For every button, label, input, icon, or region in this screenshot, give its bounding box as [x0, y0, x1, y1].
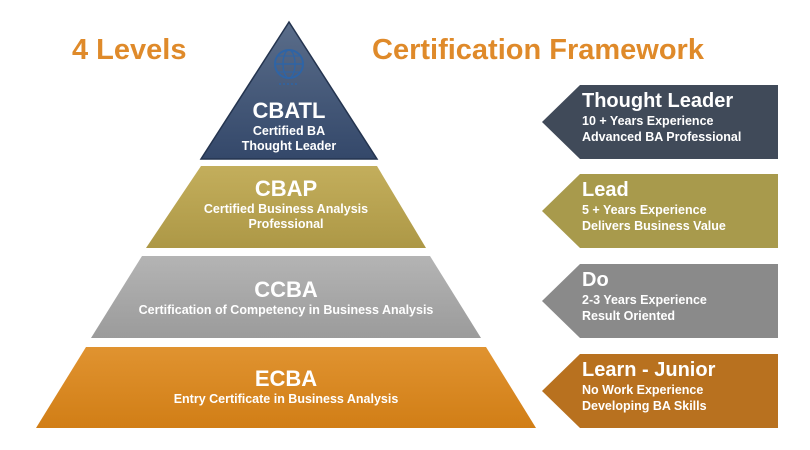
badge-line2: Advanced BA Professional	[582, 130, 742, 144]
pyramid-tier-ccba	[91, 256, 481, 338]
badge-line2: Developing BA Skills	[582, 399, 707, 413]
pyramid-tier-ecba	[36, 347, 536, 428]
globe-seal-icon	[274, 49, 304, 85]
badge-line1: No Work Experience	[582, 383, 704, 397]
pyramid	[36, 20, 536, 428]
heading-framework: Certification Framework	[372, 34, 704, 66]
level-desc-line1: Certified Business Analysis	[203, 202, 369, 216]
badge-title: Do	[582, 269, 609, 291]
level-code: CBAP	[254, 176, 318, 201]
badge-line1: 10 + Years Experience	[582, 114, 714, 128]
badge-title: Learn - Junior	[582, 359, 716, 381]
badge-line1: 5 + Years Experience	[582, 203, 707, 217]
badge-lead: Lead 5 + Years Experience Delivers Busin…	[542, 174, 778, 248]
badge-line2: Delivers Business Value	[582, 219, 726, 233]
level-cbap: CBAP Certified Business Analysis Profess…	[156, 176, 416, 232]
pyramid-tier-cbap	[146, 166, 426, 248]
badge-title: Thought Leader	[582, 90, 734, 112]
level-cbatl: CBATL Certified BA Thought Leader	[209, 98, 369, 154]
badge-title: Lead	[582, 179, 629, 201]
badge-thought-leader: Thought Leader 10 + Years Experience Adv…	[542, 85, 778, 159]
level-desc-line1: Certification of Competency in Business …	[138, 303, 434, 317]
level-ecba: ECBA Entry Certificate in Business Analy…	[66, 366, 506, 407]
level-desc-line1: Entry Certificate in Business Analysis	[173, 392, 399, 406]
pyramid-tier-cbatl	[199, 20, 379, 160]
badge-line1: 2-3 Years Experience	[582, 293, 707, 307]
level-desc-line2: Professional	[248, 217, 324, 231]
level-code: CBATL	[252, 98, 326, 123]
level-code: ECBA	[254, 366, 318, 391]
badge-line2: Result Oriented	[582, 309, 676, 323]
badge-do: Do 2-3 Years Experience Result Oriented	[542, 264, 778, 338]
level-desc-line1: Certified BA	[252, 124, 326, 138]
level-code: CCBA	[254, 277, 318, 302]
level-ccba: CCBA Certification of Competency in Busi…	[101, 277, 471, 318]
heading-levels: 4 Levels	[72, 34, 187, 66]
level-desc-line2: Thought Leader	[241, 139, 337, 153]
badge-learn-junior: Learn - Junior No Work Experience Develo…	[542, 354, 778, 428]
